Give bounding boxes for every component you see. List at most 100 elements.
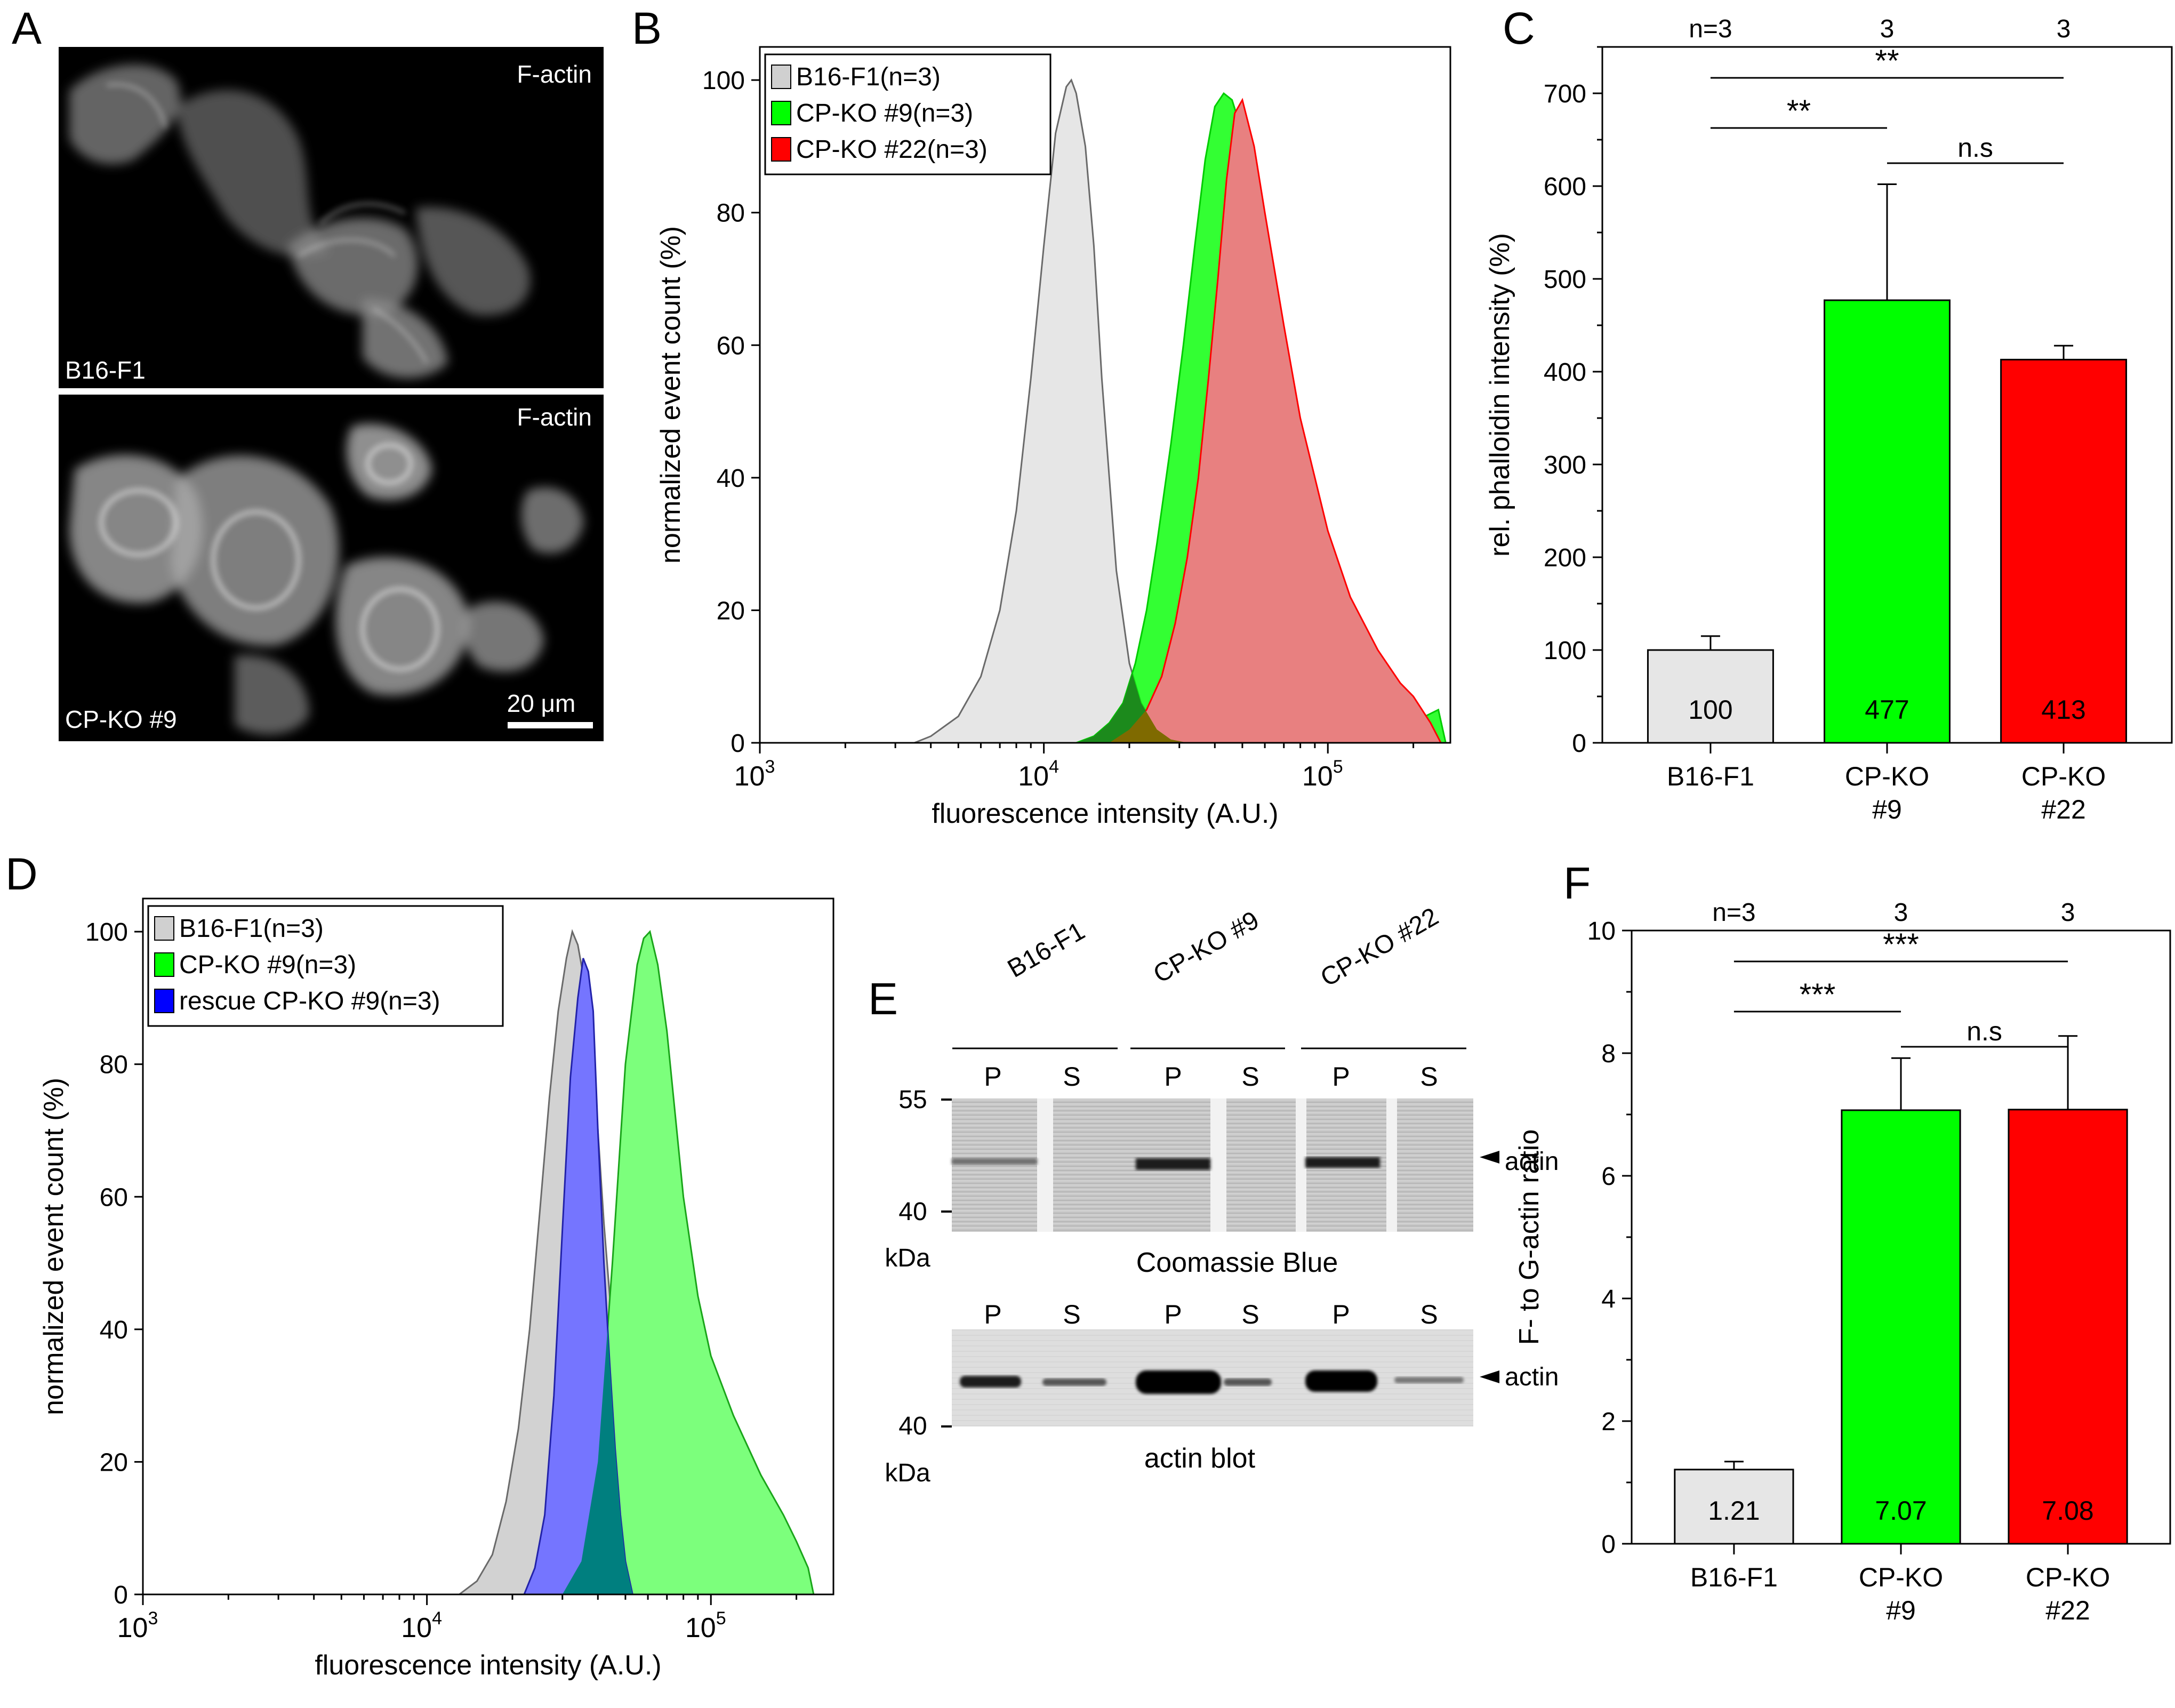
bar-chart-c: 100 B16-F1 n=3 477 CP-KO #9 3 413 CP-KO #22 3 0 100 2…: [1484, 15, 2173, 824]
coomassie-band-ko22: [1305, 1157, 1380, 1168]
x-tick-exponent: 3: [148, 1608, 158, 1629]
x-axis-label: fluorescence intensity (A.U.): [315, 1650, 661, 1681]
actin-blot: 40 kDa actin actin blot: [885, 1329, 1559, 1487]
significance-label: n.s: [1957, 133, 1993, 163]
legend-box: [764, 53, 1052, 175]
lane-label-bottom-2: P: [1164, 1300, 1182, 1329]
y-tick-label: 8: [1601, 1040, 1616, 1068]
x-tick-base: 10: [401, 1613, 432, 1643]
y-tick-label: 6: [1601, 1162, 1616, 1191]
y-tick-label: 300: [1544, 451, 1586, 479]
significance-label: **: [1787, 94, 1811, 129]
bar-value-label: 477: [1865, 695, 1909, 725]
x-tick-base: 10: [117, 1613, 148, 1643]
x-tick-label: 104: [401, 1608, 442, 1643]
n-label: 3: [1894, 899, 1908, 927]
legend-label: rescue CP-KO #9(n=3): [179, 987, 440, 1015]
kda-label-coomassie: kDa: [885, 1244, 930, 1272]
y-tick-label: 0: [1572, 729, 1586, 758]
group-label-cp-ko-9: CP-KO #9: [1149, 906, 1264, 989]
category-label: #9: [1886, 1595, 1916, 1625]
x-tick-label: 105: [685, 1608, 726, 1643]
panel-letter-f: F: [1563, 858, 1591, 908]
legend-label: CP-KO #22(n=3): [796, 135, 988, 164]
mw-40-coomassie: 40: [898, 1198, 927, 1226]
bar-1: [1824, 299, 1951, 744]
y-tick-label: 500: [1544, 266, 1586, 294]
category-label: #22: [2045, 1595, 2090, 1625]
significance-label: **: [1875, 44, 1899, 78]
micrograph-cp-ko-9: F-actin CP-KO #9 20 μm: [59, 395, 604, 741]
legend-B: B16-F1(n=3) CP-KO #9(n=3) CP-KO #22(n=3): [764, 53, 1052, 175]
group-label-b16-f1: B16-F1: [1003, 917, 1090, 983]
n-label: 3: [2057, 15, 2071, 43]
actin-band-label-blot: actin: [1505, 1363, 1559, 1391]
series-area-cp-ko-22-n-3-: [1109, 98, 1442, 743]
y-tick-label: 80: [100, 1051, 128, 1079]
panel-letter-e: E: [868, 974, 898, 1024]
y-axis-label: rel. phalloidin intensity (%): [1484, 233, 1515, 557]
bar-2: [2008, 1109, 2128, 1545]
y-tick-label: 400: [1544, 358, 1586, 387]
x-tick-exponent: 5: [1333, 757, 1343, 777]
category-label: B16-F1: [1667, 761, 1754, 791]
x-tick-label: 105: [1302, 757, 1343, 792]
lane-label-top-1: S: [1063, 1062, 1080, 1092]
legend-label: B16-F1(n=3): [179, 915, 324, 943]
panel-letter-c: C: [1503, 3, 1535, 53]
panel-letter-a: A: [12, 3, 42, 53]
y-tick-label: 600: [1544, 173, 1586, 201]
y-tick-label: 700: [1544, 80, 1586, 108]
y-tick-label: 10: [1587, 917, 1616, 945]
y-axis-label: F- to G-actin ratio: [1514, 1129, 1545, 1345]
blot-caption: actin blot: [1144, 1443, 1256, 1474]
category-label: B16-F1: [1690, 1562, 1778, 1592]
category-label: #22: [2041, 795, 2085, 824]
bar-value-label: 7.08: [2042, 1496, 2093, 1526]
panel-letter-b: B: [632, 3, 662, 53]
axes-frame: [142, 897, 834, 1595]
lane-label-top-2: P: [1164, 1062, 1182, 1092]
lane-label-top-3: S: [1241, 1062, 1259, 1092]
legend-D: B16-F1(n=3) CP-KO #9(n=3) rescue CP-KO #9(…: [147, 905, 504, 1027]
bar-value-label: 7.07: [1875, 1496, 1927, 1526]
lane-label-top-0: P: [984, 1062, 1001, 1092]
group-header-b16-f1: B16-F1: [952, 917, 1118, 1049]
plot-area-D: [458, 929, 815, 1594]
category-label: CP-KO: [2021, 761, 2106, 791]
y-tick-label: 0: [731, 729, 745, 758]
x-tick-base: 10: [734, 761, 765, 792]
lane-label-bottom-5: S: [1420, 1300, 1438, 1329]
y-tick-label: 40: [717, 464, 745, 493]
legend-label: CP-KO #9(n=3): [796, 99, 973, 127]
bar-value-label: 100: [1688, 695, 1732, 725]
category-label: #9: [1872, 795, 1902, 824]
y-tick-label: 80: [717, 199, 745, 228]
y-tick-label: 60: [717, 332, 745, 360]
significance-label: n.s: [1967, 1016, 2002, 1046]
lane-label-top-4: P: [1332, 1062, 1350, 1092]
x-axis-label: fluorescence intensity (A.U.): [932, 798, 1278, 829]
n-label: n=3: [1689, 15, 1732, 43]
n-label: n=3: [1712, 899, 1755, 927]
y-tick-label: 60: [100, 1183, 128, 1212]
n-label: 3: [2061, 899, 2075, 927]
y-tick-label: 100: [702, 67, 745, 95]
x-tick-exponent: 5: [716, 1608, 726, 1629]
y-tick-label: 0: [1601, 1530, 1616, 1559]
x-tick-exponent: 3: [765, 757, 775, 777]
x-tick-exponent: 4: [1049, 757, 1059, 777]
legend-swatch: [154, 916, 174, 941]
a-bottom-cell-label: CP-KO #9: [65, 705, 177, 733]
x-tick-label: 104: [1018, 757, 1059, 792]
y-tick-label: 40: [100, 1316, 128, 1344]
x-tick-base: 10: [685, 1613, 716, 1643]
bar-0: [1647, 649, 1774, 744]
coomassie-caption: Coomassie Blue: [1136, 1247, 1338, 1278]
axes-frame: [759, 46, 1451, 744]
group-label-cp-ko-22: CP-KO #22: [1316, 902, 1443, 992]
y-tick-label: 20: [717, 597, 745, 625]
histogram-b: 0 20 40 60 80 100 103 104 105 fluorescence intens…: [655, 46, 1451, 829]
